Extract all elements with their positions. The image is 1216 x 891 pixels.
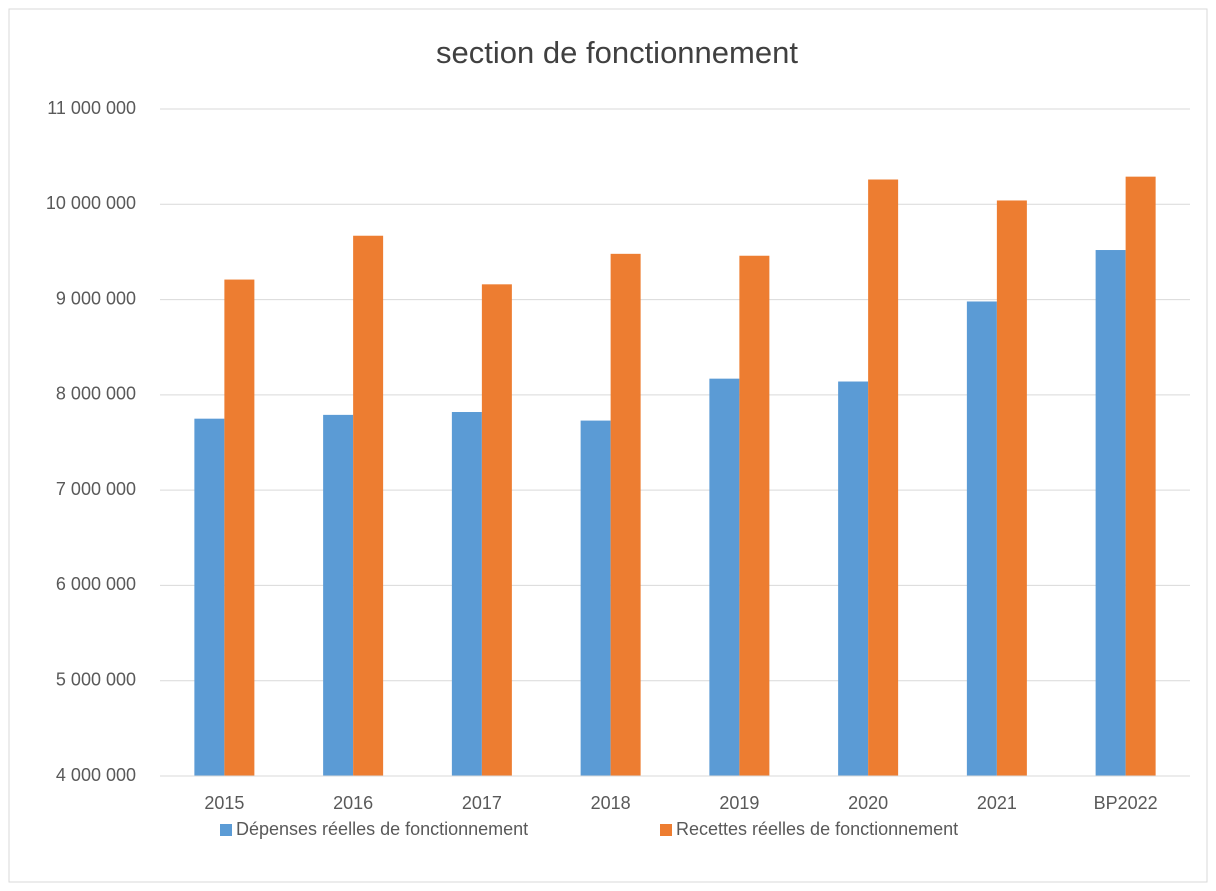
x-tick-label: 2015 <box>204 793 244 813</box>
bar <box>1095 250 1126 777</box>
x-tick-label: 2018 <box>591 793 631 813</box>
bar <box>451 412 482 776</box>
bar <box>868 179 899 777</box>
bar <box>966 301 997 776</box>
y-tick-label: 5 000 000 <box>56 669 136 689</box>
x-tick-label: 2020 <box>848 793 888 813</box>
bar <box>610 253 641 776</box>
legend-swatch <box>220 824 232 836</box>
x-tick-label: 2021 <box>977 793 1017 813</box>
y-tick-label: 10 000 000 <box>46 193 136 213</box>
y-tick-label: 6 000 000 <box>56 574 136 594</box>
bar <box>1125 176 1156 777</box>
bar <box>996 200 1027 776</box>
y-tick-label: 8 000 000 <box>56 384 136 404</box>
bar <box>353 235 384 777</box>
chart-title: section de fonctionnement <box>436 35 798 70</box>
y-tick-label: 7 000 000 <box>56 479 136 499</box>
x-tick-label: BP2022 <box>1094 793 1158 813</box>
x-tick-label: 2017 <box>462 793 502 813</box>
legend-label: Dépenses réelles de fonctionnement <box>236 819 528 839</box>
y-tick-label: 11 000 000 <box>47 98 136 118</box>
bar <box>323 414 354 776</box>
x-tick-label: 2016 <box>333 793 373 813</box>
bar <box>709 378 740 776</box>
x-tick-label: 2019 <box>719 793 759 813</box>
bar <box>739 255 770 777</box>
legend-swatch <box>660 824 672 836</box>
y-tick-label: 4 000 000 <box>56 765 136 785</box>
bar <box>224 279 255 776</box>
y-tick-label: 9 000 000 <box>56 288 136 308</box>
bar <box>580 420 611 776</box>
bar <box>481 284 512 776</box>
legend-label: Recettes réelles de fonctionnement <box>676 819 958 839</box>
bar <box>838 381 869 776</box>
bar <box>194 418 225 776</box>
